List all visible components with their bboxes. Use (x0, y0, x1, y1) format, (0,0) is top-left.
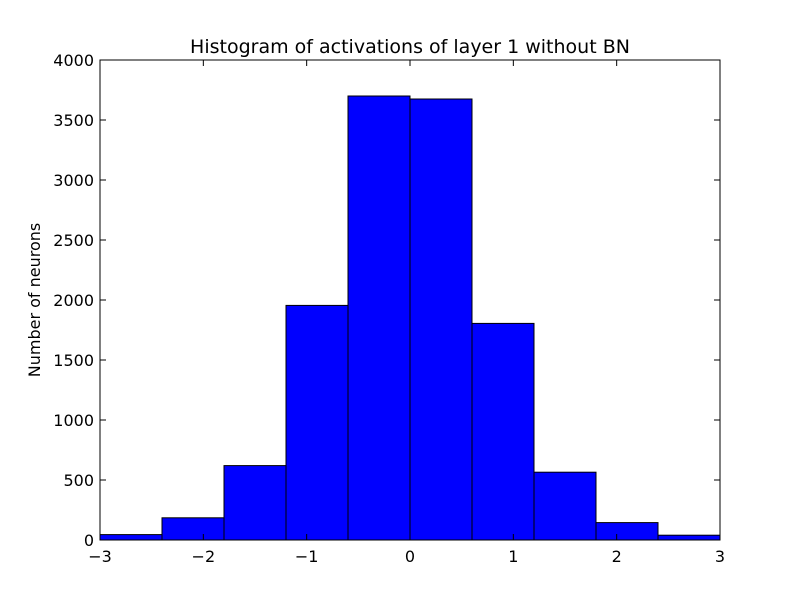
y-tick-label: 500 (63, 471, 94, 490)
y-tick-label: 1000 (53, 411, 94, 430)
x-tick-label: 1 (508, 547, 518, 566)
tick-labels-group: −3 −2 −1 0 1 2 3 0 500 1000 1500 2000 2500 3000 3500 40… (53, 51, 725, 566)
y-axis-label: Number of neurons (25, 223, 44, 377)
x-tick-label: −1 (295, 547, 319, 566)
x-tick-label: 2 (612, 547, 622, 566)
y-tick-label: 4000 (53, 51, 94, 70)
y-tick-label: 0 (84, 531, 94, 550)
histogram-bar (471, 322, 535, 541)
y-tick-label: 2000 (53, 291, 94, 310)
y-tick-label: 1500 (53, 351, 94, 370)
x-tick-label: 3 (715, 547, 725, 566)
histogram-bar (285, 304, 349, 541)
bars-group (99, 95, 721, 541)
histogram-bar (657, 534, 721, 541)
histogram-bar (533, 471, 597, 541)
histogram-bar (223, 465, 287, 541)
histogram-bar (409, 98, 473, 541)
histogram-bar (99, 534, 163, 541)
x-tick-label: 0 (405, 547, 415, 566)
histogram-bar (161, 517, 225, 541)
plot-frame (99, 59, 721, 541)
x-tick-label: −2 (192, 547, 216, 566)
y-tick-label: 3000 (53, 171, 94, 190)
x-tick-label: −3 (88, 547, 112, 566)
chart-title: Histogram of activations of layer 1 with… (190, 36, 630, 58)
y-tick-label: 3500 (53, 111, 94, 130)
y-tick-label: 2500 (53, 231, 94, 250)
histogram-bar (347, 95, 411, 541)
histogram-bar (595, 522, 659, 541)
